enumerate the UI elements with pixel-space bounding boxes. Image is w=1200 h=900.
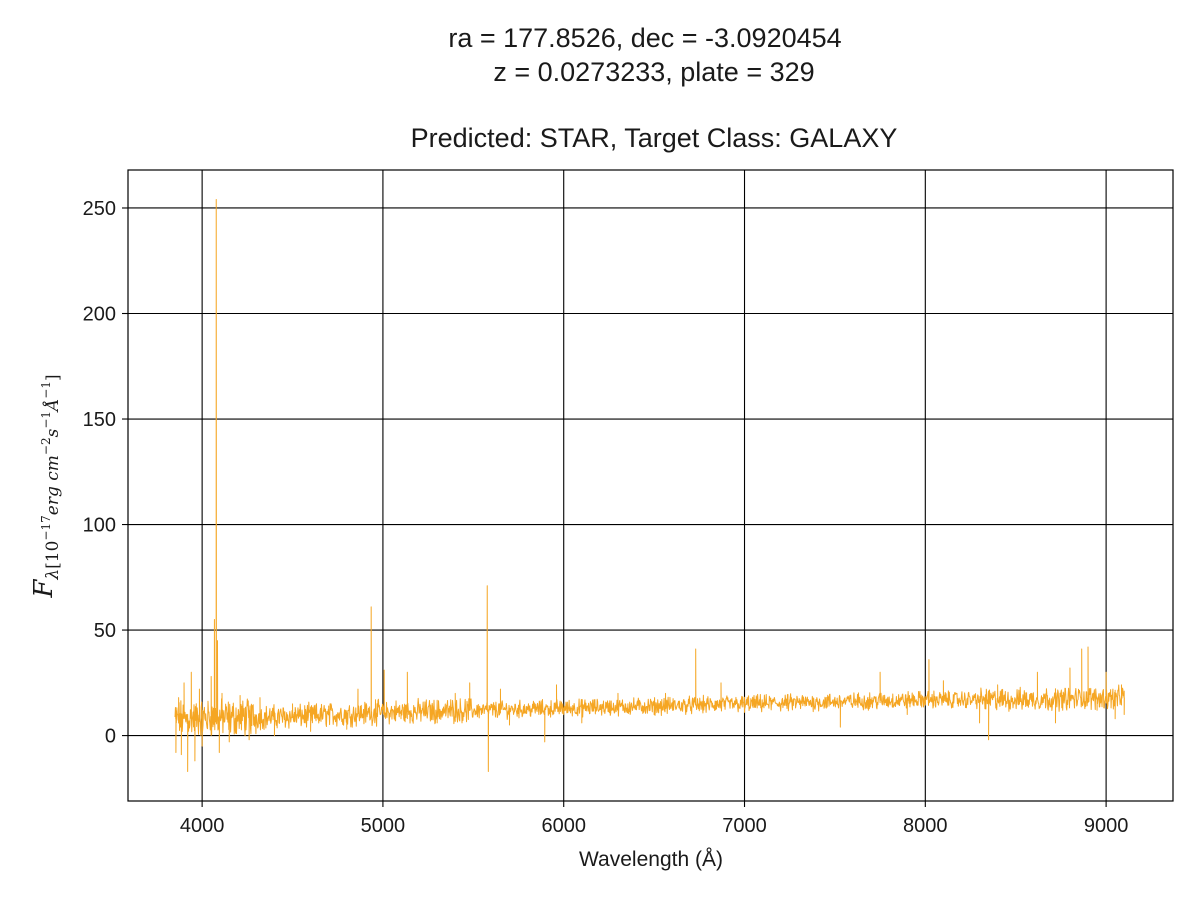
grid-lines	[128, 170, 1173, 801]
y-label-exp-d: −1	[39, 381, 53, 399]
y-tick-label: 150	[83, 409, 116, 431]
y-label-lambda: λ	[43, 569, 63, 581]
y-axis-label: Fλ[10−17erg cm−2s−1Å−1]	[29, 374, 63, 598]
data-layer	[174, 199, 1125, 772]
y-label-exp-a: −17	[39, 515, 53, 540]
x-tick-label: 7000	[722, 815, 767, 837]
y-axis-ticks: 0 50 100 150 200 250	[83, 198, 128, 748]
x-tick-label: 6000	[541, 815, 586, 837]
y-tick-label: 50	[94, 620, 116, 642]
y-label-bracket-open: [10	[43, 541, 63, 569]
svg-text:Fλ[10−17erg cm−2s−1Å−1]: Fλ[10−17erg cm−2s−1Å−1]	[29, 374, 63, 598]
y-tick-label: 100	[83, 515, 116, 537]
y-label-bracket-close: ]	[43, 374, 63, 381]
y-tick-label: 0	[105, 726, 116, 748]
x-tick-label: 5000	[361, 815, 406, 837]
title-line-1: ra = 177.8526, dec = -3.0920454	[448, 23, 841, 53]
x-axis-ticks: 4000 5000 6000 7000 8000 9000	[180, 801, 1128, 837]
y-label-unit-b: s	[43, 428, 63, 437]
title-line-2: z = 0.0273233, plate = 329	[493, 57, 814, 87]
x-tick-label: 4000	[180, 815, 225, 837]
y-tick-label: 200	[83, 304, 116, 326]
x-tick-label: 8000	[903, 815, 948, 837]
spectrum-line	[174, 199, 1125, 772]
y-label-exp-b: −2	[39, 437, 53, 455]
y-label-unit-a: erg cm	[43, 455, 63, 515]
x-axis-label: Wavelength (Å)	[579, 848, 723, 871]
plot-area	[128, 170, 1173, 801]
x-tick-label: 9000	[1084, 815, 1129, 837]
y-tick-label: 250	[83, 198, 116, 220]
plot-frame	[127, 169, 1174, 802]
y-label-unit-c: Å	[42, 399, 63, 413]
chart-subtitle: Predicted: STAR, Target Class: GALAXY	[411, 123, 898, 153]
y-label-symbol: F	[29, 579, 59, 599]
y-label-exp-c: −1	[39, 411, 53, 429]
